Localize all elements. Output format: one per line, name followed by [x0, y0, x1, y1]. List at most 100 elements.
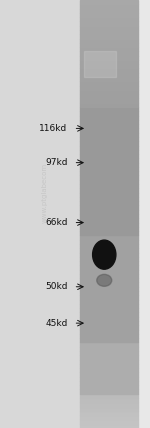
Bar: [80, 163, 138, 167]
Bar: [80, 364, 138, 368]
Bar: [80, 287, 138, 291]
Bar: [80, 214, 138, 218]
Bar: [80, 39, 138, 43]
Bar: [80, 111, 138, 116]
Bar: [80, 398, 138, 402]
Bar: [80, 107, 138, 111]
Bar: [80, 133, 138, 137]
Bar: [80, 419, 138, 424]
Bar: [80, 278, 138, 282]
Bar: [80, 407, 138, 411]
Bar: [80, 282, 138, 287]
Text: 50kd: 50kd: [45, 282, 68, 291]
Bar: [80, 150, 138, 154]
Bar: [80, 47, 138, 51]
Bar: [80, 240, 138, 244]
Bar: [80, 372, 138, 377]
Bar: [80, 411, 138, 415]
Bar: [80, 128, 138, 133]
Bar: [80, 13, 138, 17]
Bar: [80, 347, 138, 351]
Bar: [80, 253, 138, 257]
Bar: [80, 188, 138, 193]
Bar: [80, 321, 138, 325]
Bar: [80, 171, 138, 175]
Bar: [80, 51, 138, 56]
Bar: [80, 17, 138, 21]
Text: www.ptglabecom: www.ptglabecom: [42, 163, 48, 223]
Bar: [80, 146, 138, 150]
Bar: [80, 330, 138, 334]
Bar: [80, 193, 138, 197]
Bar: [80, 231, 138, 235]
Ellipse shape: [97, 274, 112, 286]
Bar: [84, 51, 116, 77]
Bar: [80, 424, 138, 428]
Bar: [80, 26, 138, 30]
Bar: [80, 227, 138, 231]
Bar: [80, 389, 138, 394]
Bar: [80, 60, 138, 64]
Bar: [80, 9, 138, 13]
Bar: [80, 30, 138, 34]
Bar: [80, 180, 138, 184]
Bar: [80, 342, 138, 347]
Bar: [80, 312, 138, 317]
Bar: [80, 0, 138, 4]
Bar: [80, 304, 138, 308]
Bar: [80, 73, 138, 77]
Bar: [80, 291, 138, 295]
Bar: [80, 257, 138, 261]
Bar: [80, 184, 138, 188]
Bar: [80, 355, 138, 360]
Bar: [80, 205, 138, 210]
Bar: [80, 167, 138, 171]
Bar: [80, 248, 138, 253]
Bar: [80, 197, 138, 201]
Bar: [80, 81, 138, 86]
Bar: [80, 56, 138, 60]
Bar: [80, 338, 138, 342]
Bar: [80, 68, 138, 73]
Bar: [80, 274, 138, 278]
Bar: [80, 377, 138, 381]
Bar: [80, 77, 138, 81]
Bar: [80, 368, 138, 372]
Bar: [80, 360, 138, 364]
Bar: [80, 295, 138, 300]
Bar: [80, 334, 138, 338]
Bar: [80, 261, 138, 265]
Bar: [80, 351, 138, 355]
Bar: [80, 116, 138, 120]
Bar: [80, 154, 138, 158]
Bar: [80, 402, 138, 407]
Bar: [80, 21, 138, 26]
Text: 97kd: 97kd: [45, 158, 68, 167]
Text: 45kd: 45kd: [45, 318, 68, 328]
Ellipse shape: [93, 240, 116, 269]
Bar: [80, 308, 138, 312]
Bar: [80, 325, 138, 330]
Bar: [80, 218, 138, 223]
Bar: [80, 235, 138, 240]
Bar: [80, 90, 138, 94]
Bar: [80, 270, 138, 274]
Bar: [80, 64, 138, 68]
Text: 66kd: 66kd: [45, 218, 68, 227]
Bar: [80, 124, 138, 128]
Bar: [80, 175, 138, 180]
Bar: [80, 415, 138, 419]
Bar: [0, 0, 80, 428]
Bar: [80, 137, 138, 141]
Bar: [80, 94, 138, 98]
Bar: [80, 43, 138, 47]
Bar: [80, 223, 138, 227]
Bar: [80, 244, 138, 248]
Bar: [80, 98, 138, 103]
Bar: [80, 86, 138, 90]
Bar: [80, 141, 138, 146]
Bar: [80, 34, 138, 39]
Bar: [80, 210, 138, 214]
Bar: [80, 265, 138, 270]
Bar: [80, 381, 138, 385]
